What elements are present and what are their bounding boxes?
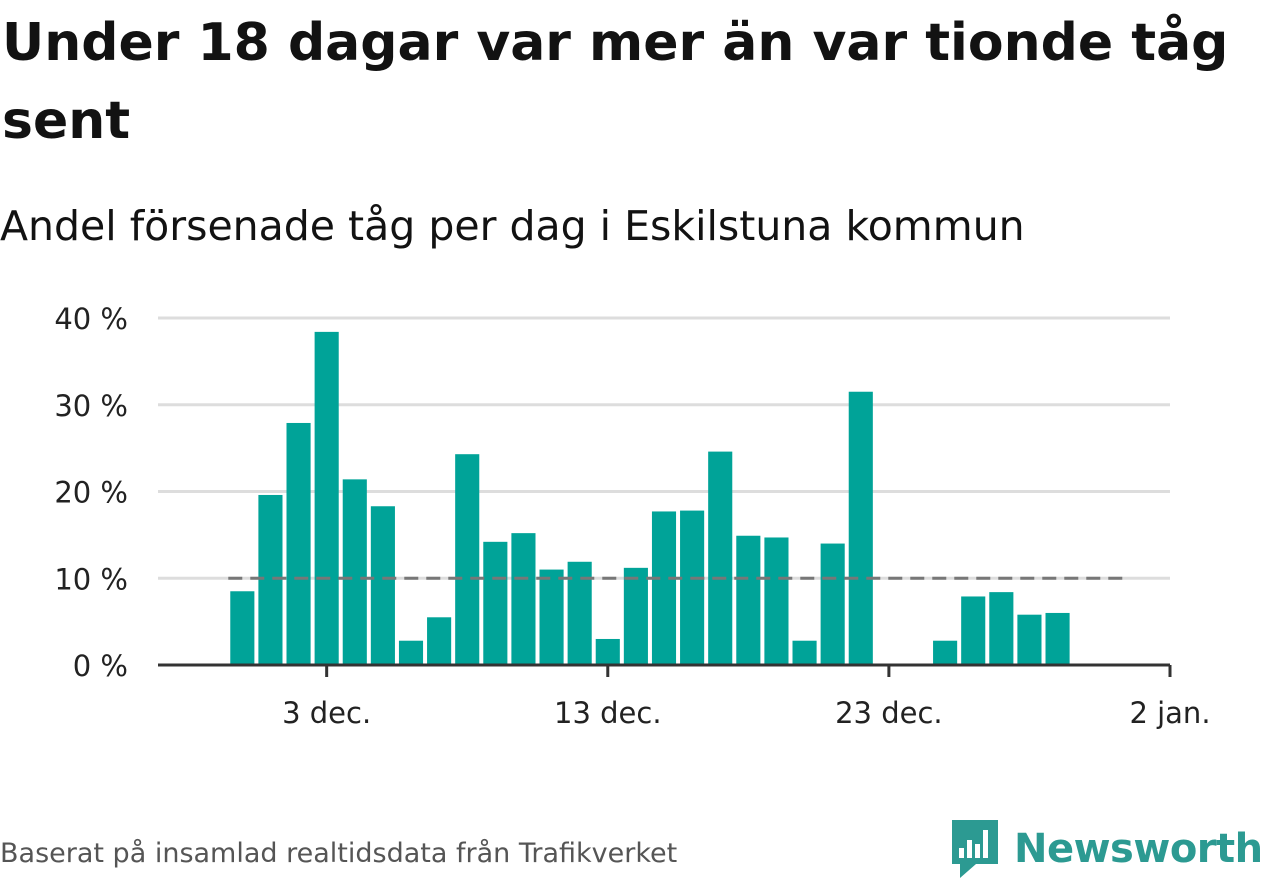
chart-title: Under 18 dagar var mer än var tionde tåg… bbox=[2, 13, 1229, 151]
bar bbox=[820, 543, 845, 665]
y-axis-labels: 0 % 10 % 20 % 30 % 40 % bbox=[54, 302, 128, 683]
bar bbox=[1045, 612, 1070, 665]
bar bbox=[230, 591, 255, 665]
bar bbox=[595, 638, 620, 665]
y-tick-label: 40 % bbox=[54, 302, 128, 336]
bar bbox=[370, 506, 395, 665]
chart-subtitle: Andel försenade tåg per dag i Eskilstuna… bbox=[0, 202, 1025, 250]
x-axis: 3 dec. 13 dec. 23 dec. 2 jan. bbox=[158, 663, 1211, 730]
newsworthy-logo-icon bbox=[952, 820, 998, 878]
bar bbox=[764, 537, 789, 665]
bar bbox=[933, 640, 958, 665]
bar bbox=[792, 640, 817, 665]
bar bbox=[680, 510, 705, 665]
x-tick-label: 23 dec. bbox=[835, 696, 943, 730]
y-tick-label: 20 % bbox=[54, 476, 128, 510]
bar bbox=[623, 567, 648, 665]
bar bbox=[258, 494, 283, 665]
bar bbox=[989, 592, 1014, 665]
bar bbox=[736, 535, 761, 665]
bar bbox=[398, 640, 424, 665]
source-note: Baserat på insamlad realtidsdata från Tr… bbox=[0, 838, 678, 869]
bars bbox=[230, 331, 1070, 665]
bar bbox=[708, 451, 733, 665]
newsworthy-logo-text: Newsworthy bbox=[1014, 826, 1262, 872]
y-tick-label: 0 % bbox=[73, 649, 128, 683]
bar bbox=[511, 533, 536, 665]
bar bbox=[342, 479, 367, 665]
bar bbox=[651, 511, 677, 665]
bar bbox=[848, 391, 873, 665]
bar bbox=[483, 541, 508, 665]
bar bbox=[1017, 614, 1042, 665]
x-tick-label: 2 jan. bbox=[1129, 696, 1210, 730]
bar bbox=[961, 596, 986, 665]
bar bbox=[539, 569, 564, 665]
newsworthy-logo: Newsworthy bbox=[950, 818, 1262, 880]
y-tick-label: 30 % bbox=[54, 389, 128, 423]
bar bbox=[455, 454, 480, 665]
bar bbox=[427, 617, 452, 665]
x-tick-label: 13 dec. bbox=[554, 696, 662, 730]
y-tick-label: 10 % bbox=[54, 562, 128, 596]
bar bbox=[314, 331, 339, 665]
x-tick-label: 3 dec. bbox=[282, 696, 371, 730]
bar bbox=[286, 422, 311, 665]
